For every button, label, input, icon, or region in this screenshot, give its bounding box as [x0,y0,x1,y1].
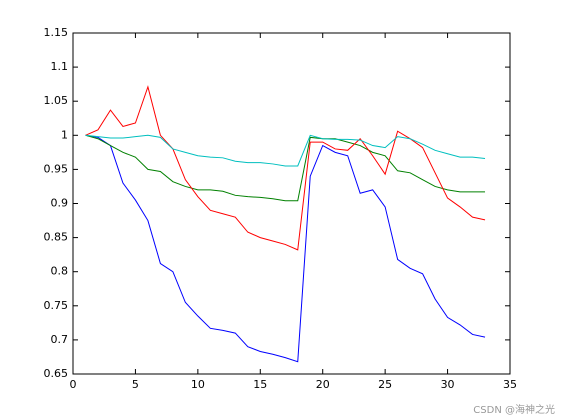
y-tick-label: 1.1 [51,60,69,73]
x-tick-label: 5 [132,378,139,391]
y-tick-label: 1 [61,128,68,141]
y-tick-label: 0.7 [51,333,69,346]
series-line [85,134,486,202]
y-tick-label: 0.8 [51,265,69,278]
y-tick-label: 0.9 [51,197,69,210]
y-tick-label: 0.95 [44,162,69,175]
x-tick-label: 10 [191,378,205,391]
x-tick-label: 0 [70,378,77,391]
watermark: CSDN @海神之光 [473,403,555,416]
x-tick-label: 20 [316,378,330,391]
y-tick-label: 1.05 [44,94,69,107]
x-tick-label: 25 [378,378,392,391]
x-tick-label: 35 [503,378,517,391]
y-tick-label: 0.75 [44,299,69,312]
y-tick-label: 0.65 [44,367,69,380]
plot-area [72,32,511,375]
y-tick-label: 0.85 [44,231,69,244]
x-tick-label: 15 [253,378,267,391]
y-tick-label: 1.15 [44,26,69,39]
series-line [85,85,486,251]
x-tick-label: 30 [441,378,455,391]
series-line [85,134,486,363]
series-line [85,134,486,167]
